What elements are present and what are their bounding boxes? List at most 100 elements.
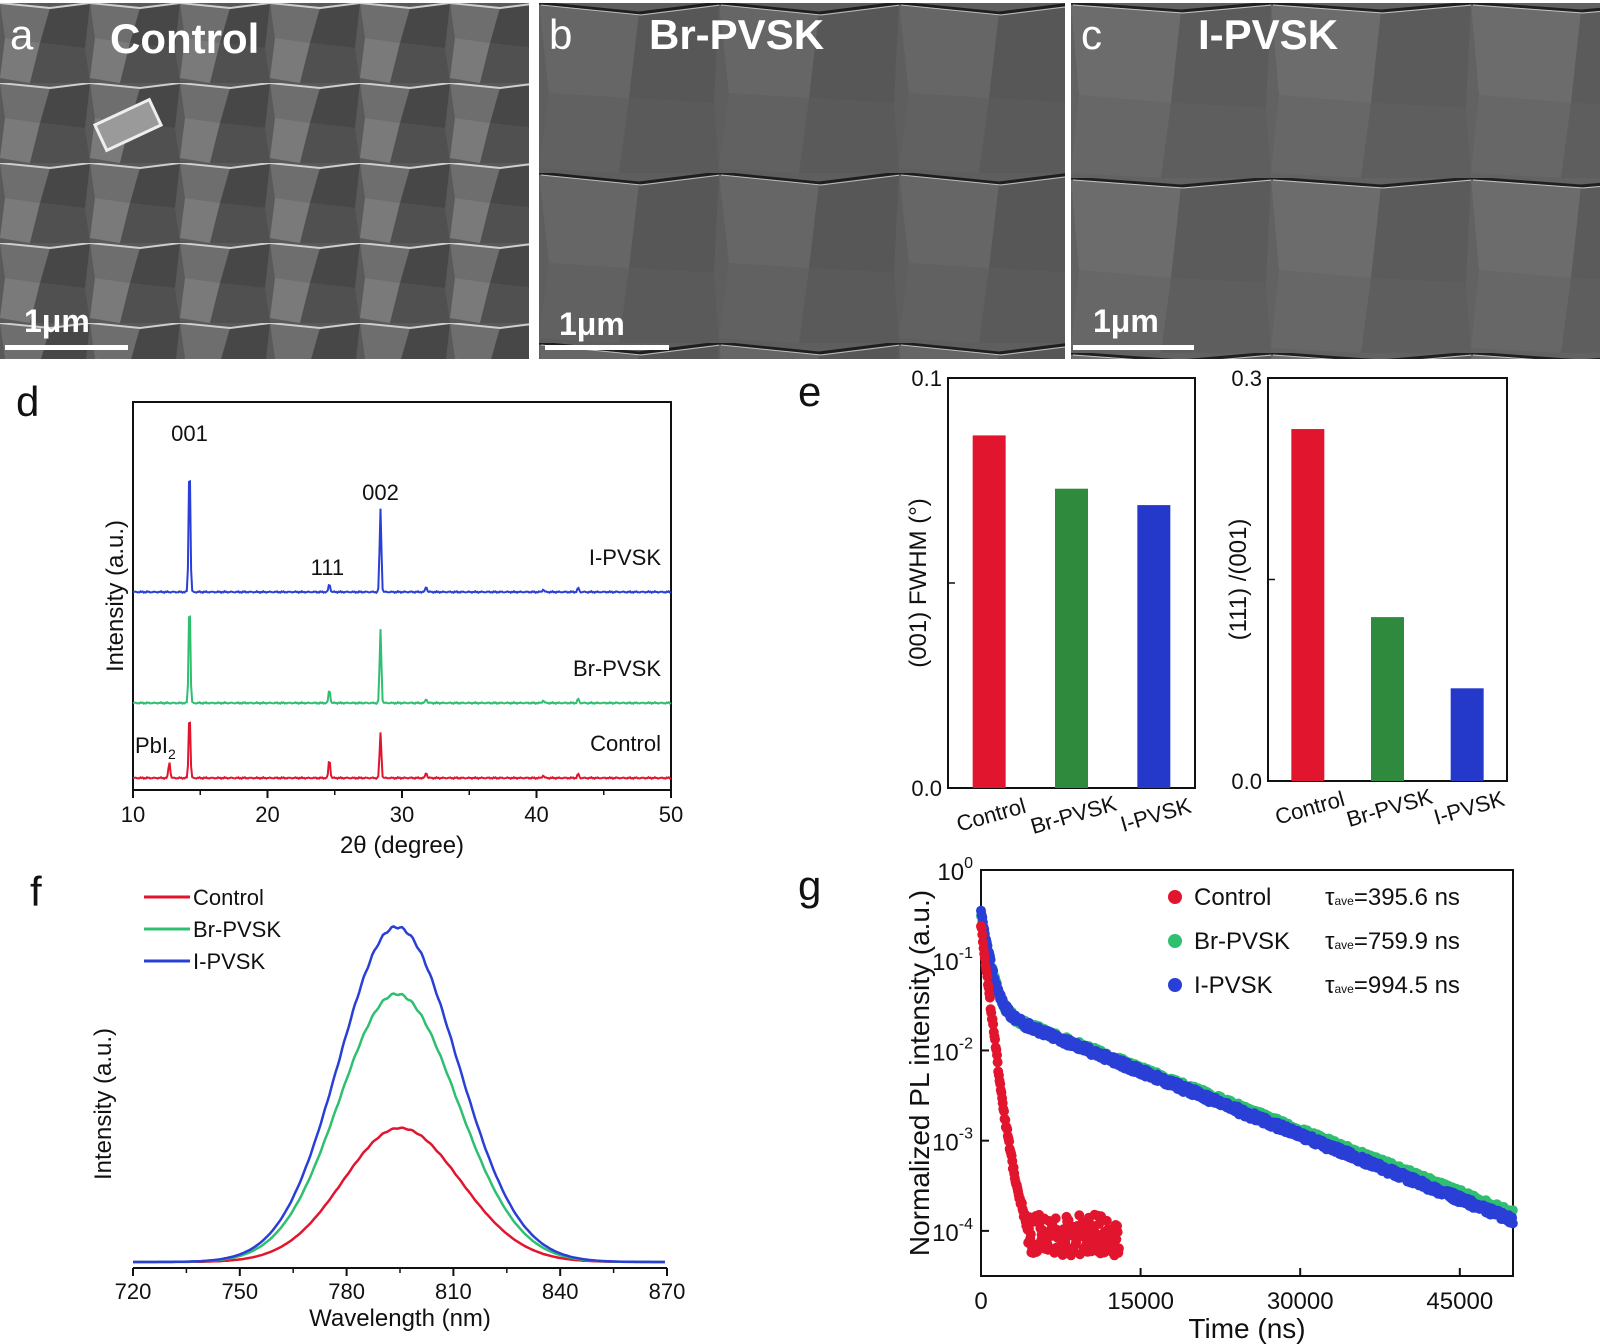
pl-x-tick-label: 840 — [542, 1279, 579, 1304]
trpl-legend-label: I-PVSK — [1194, 972, 1273, 999]
trpl-y-tick-label: 10-1 — [932, 945, 973, 976]
trpl-x-tick-label: 0 — [974, 1288, 987, 1315]
trpl-y-axis-label: Normalized PL intensity (a.u.) — [904, 890, 935, 1256]
trpl-legend-marker — [1168, 890, 1182, 904]
pl-x-tick-label: 720 — [115, 1279, 152, 1304]
trpl-x-tick-label: 15000 — [1107, 1288, 1174, 1315]
trpl-data-point — [992, 1057, 1003, 1068]
sem-image-i-pvsk — [1071, 3, 1600, 359]
fwhm-bar — [1055, 488, 1088, 788]
trpl-data-point — [977, 929, 988, 940]
panel-letter-e: e — [798, 368, 822, 415]
sem-panel-title: Br-PVSK — [649, 11, 825, 58]
sem-panel-letter: a — [10, 11, 34, 58]
ratio-bar — [1291, 429, 1325, 781]
xrd-peak-label-pbi2: PbI2 — [135, 733, 176, 762]
ratio-x-tick-label: Control — [1272, 786, 1347, 830]
sem-panel-letter: b — [549, 11, 573, 58]
pl-legend-label: Br-PVSK — [193, 917, 281, 942]
xrd-x-tick-label: 40 — [524, 802, 548, 827]
ratio-x-tick-label: I-PVSK — [1431, 786, 1508, 830]
trpl-data-point — [1507, 1218, 1518, 1229]
sem-image-control — [0, 3, 529, 359]
trpl-x-tick-label: 45000 — [1426, 1288, 1493, 1315]
xrd-x-tick-label: 50 — [659, 802, 683, 827]
trpl-y-tick-label: 100 — [937, 855, 973, 886]
ratio-y-axis-label: (111) /(001) — [1225, 519, 1252, 641]
scale-bar — [1073, 345, 1194, 350]
xrd-y-axis-label: Intensity (a.u.) — [102, 520, 129, 672]
xrd-peak-label-001: 001 — [171, 421, 208, 446]
trpl-y-tick-label: 10-4 — [932, 1216, 973, 1247]
xrd-peak-label-002: 002 — [362, 480, 399, 505]
fwhm-x-tick-label: Control — [954, 793, 1029, 837]
sem-panel-control: a Control 1μm — [0, 3, 529, 359]
trpl-data-point — [1094, 1219, 1105, 1229]
pl-series-line — [133, 1126, 665, 1264]
pl-series-line — [133, 925, 665, 1264]
trpl-data-point — [1112, 1227, 1123, 1237]
trpl-legend-label: Br-PVSK — [1194, 928, 1290, 955]
pl-y-axis-label: Intensity (a.u.) — [90, 1028, 117, 1180]
xrd-x-tick-label: 20 — [255, 802, 279, 827]
trpl-series-points — [976, 910, 1518, 1221]
trpl-legend-marker — [1168, 978, 1182, 992]
trpl-data-point — [988, 1019, 999, 1030]
ratio-y-tick-label: 0.0 — [1231, 769, 1262, 794]
sem-panel-br-pvsk: b Br-PVSK 1μm — [539, 3, 1065, 359]
pl-x-tick-label: 750 — [221, 1279, 258, 1304]
fwhm-y-tick-label: 0.1 — [911, 366, 942, 391]
scale-bar-label: 1μm — [1093, 303, 1159, 339]
ratio-bar — [1371, 617, 1404, 781]
trpl-data-point — [990, 1034, 1000, 1045]
xrd-x-tick-label: 10 — [121, 802, 145, 827]
trpl-legend-tau: τave=994.5 ns — [1325, 972, 1460, 999]
trpl-legend-marker — [1168, 934, 1182, 948]
trpl-plot-frame — [980, 869, 1514, 1277]
scale-bar — [545, 345, 669, 350]
scale-bar — [5, 345, 128, 350]
trpl-data-point — [982, 971, 993, 982]
trpl-data-point — [1004, 1136, 1015, 1147]
xrd-series-line — [132, 479, 672, 595]
trpl-x-tick-label: 30000 — [1267, 1288, 1334, 1315]
panel-letter-d: d — [16, 378, 40, 425]
xrd-peak-label-111: 111 — [311, 555, 344, 580]
pl-x-tick-label: 810 — [435, 1279, 472, 1304]
pl-x-tick-label: 870 — [649, 1279, 686, 1304]
trpl-legend-tau: τave=759.9 ns — [1325, 928, 1460, 955]
trpl-y-tick-label: 10-3 — [932, 1126, 973, 1157]
trpl-data-point — [992, 1050, 1002, 1060]
fwhm-bar — [972, 435, 1006, 788]
xrd-series-line — [132, 615, 672, 706]
sem-panel-title: I-PVSK — [1198, 11, 1339, 58]
panel-letter-g: g — [798, 862, 822, 909]
pl-legend-label: I-PVSK — [193, 949, 265, 974]
fwhm-bar — [1137, 505, 1171, 788]
trpl-data-point — [1025, 1229, 1036, 1240]
trpl-legend-tau: τave=395.6 ns — [1325, 884, 1460, 911]
trpl-x-axis-label: Time (ns) — [1188, 1313, 1305, 1344]
trpl-legend-label: Control — [1194, 884, 1271, 911]
trpl-data-point — [999, 1106, 1009, 1117]
trpl-series-points — [976, 921, 1124, 1261]
trpl-chart: 0 15000 30000 45000 Time (ns) 100 10-1 10-2 10-3… — [904, 855, 1518, 1344]
trpl-data-point — [984, 992, 995, 1003]
trpl-data-point — [1101, 1215, 1112, 1226]
scale-bar-label: 1μm — [24, 303, 90, 339]
ratio-bar — [1450, 688, 1484, 781]
trpl-series-points — [976, 905, 1518, 1229]
xrd-chart: 10 20 30 40 50 2θ (degree) Intensity (a.u.) I-P… — [102, 401, 683, 859]
fwhm-y-tick-label: 0.0 — [911, 776, 942, 801]
pl-chart: 720 750 780 810 840 870 Wavelength (nm) Intensi… — [90, 885, 685, 1332]
xrd-x-tick-label: 30 — [390, 802, 414, 827]
xrd-series-line — [132, 721, 672, 781]
pl-x-axis-label: Wavelength (nm) — [309, 1305, 491, 1332]
xrd-series-label: Control — [590, 731, 661, 756]
trpl-data-point — [1113, 1243, 1124, 1254]
xrd-series-label: I-PVSK — [589, 545, 661, 570]
pl-x-tick-label: 780 — [328, 1279, 365, 1304]
